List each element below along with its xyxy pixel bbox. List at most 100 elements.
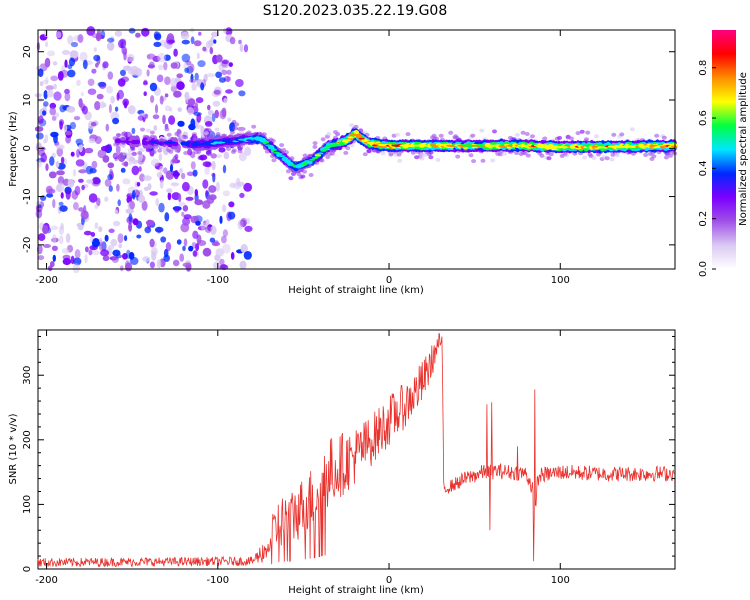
heatmap-cell	[236, 126, 246, 131]
heatmap-cell	[569, 136, 574, 141]
heatmap-cell	[218, 77, 226, 83]
heatmap-cell	[169, 164, 174, 173]
heatmap-cell	[212, 100, 221, 107]
heatmap-cell	[73, 116, 81, 121]
heatmap-cell	[45, 185, 53, 195]
heatmap-cell	[158, 202, 165, 213]
heatmap-cell	[118, 39, 127, 49]
heatmap-cell	[183, 142, 190, 145]
heatmap-cell	[448, 130, 454, 135]
heatmap-cell	[129, 200, 135, 210]
heatmap-cell	[155, 198, 159, 206]
heatmap-cell	[163, 254, 170, 262]
colorbar-tick-label: 0.6	[698, 110, 709, 126]
heatmap-cell	[135, 67, 143, 77]
y-tick-label: 0	[22, 566, 33, 572]
heatmap-cell	[279, 155, 286, 158]
heatmap-cell	[115, 254, 123, 259]
heatmap-cell	[151, 250, 157, 261]
heatmap-cell	[135, 32, 141, 38]
heatmap-cell	[95, 62, 99, 68]
heatmap-cell	[619, 132, 625, 137]
heatmap-cell	[210, 225, 217, 235]
colorbar-label: Normalized spectral amplitude	[738, 72, 749, 226]
heatmap-cell	[208, 194, 217, 201]
heatmap-cell	[67, 35, 74, 45]
heatmap-cell	[35, 132, 44, 140]
heatmap-cell	[96, 93, 104, 100]
heatmap-cell	[202, 46, 207, 52]
heatmap-cell	[106, 143, 112, 149]
heatmap-cell	[325, 155, 331, 160]
heatmap-cell	[149, 82, 158, 92]
heatmap-cell	[35, 142, 43, 151]
heatmap-cell	[197, 156, 203, 160]
heatmap-cell	[192, 169, 198, 177]
heatmap-cell	[45, 41, 49, 48]
heatmap-cell	[239, 192, 245, 198]
heatmap-cell	[306, 160, 313, 163]
heatmap-cell	[154, 226, 164, 233]
heatmap-cell	[88, 249, 93, 256]
heatmap-cell	[176, 129, 182, 134]
heatmap-cell	[173, 90, 182, 98]
heatmap-cell	[85, 246, 89, 253]
heatmap-cell	[226, 69, 232, 75]
heatmap-cell	[61, 50, 71, 55]
heatmap-cell	[300, 163, 308, 165]
heatmap-cell	[288, 176, 294, 181]
heatmap-cell	[207, 110, 214, 116]
heatmap-cell	[46, 193, 54, 198]
heatmap-cell	[167, 39, 176, 44]
heatmap-cell	[438, 133, 444, 138]
heatmap-cell	[117, 233, 124, 244]
heatmap-cell	[189, 78, 197, 83]
heatmap-cell	[57, 71, 64, 81]
x-tick-label: 100	[551, 275, 570, 286]
heatmap-cell	[611, 132, 617, 137]
heatmap-cell	[238, 39, 242, 45]
heatmap-cell	[115, 144, 121, 154]
heatmap-cell	[49, 107, 56, 116]
heatmap-cell	[143, 91, 147, 96]
heatmap-cell	[75, 138, 84, 145]
heatmap-cell	[222, 243, 231, 254]
heatmap-cell	[94, 204, 99, 209]
heatmap-cell	[67, 178, 75, 188]
heatmap-cell	[178, 202, 186, 207]
heatmap-cell	[240, 244, 248, 254]
heatmap-cell	[45, 85, 54, 91]
heatmap-cell	[57, 176, 65, 185]
heatmap-cell	[234, 122, 240, 127]
heatmap-cell	[164, 105, 171, 112]
heatmap-cell	[311, 157, 319, 159]
heatmap-cell	[182, 205, 189, 212]
heatmap-cell	[183, 214, 192, 220]
heatmap-cell	[149, 191, 158, 196]
heatmap-cell	[257, 137, 264, 140]
heatmap-cell	[98, 237, 103, 243]
heatmap-cell	[591, 155, 597, 160]
heatmap-cell	[116, 183, 120, 192]
heatmap-cell	[160, 236, 167, 243]
heatmap-cell	[39, 81, 44, 87]
heatmap-cell	[43, 90, 48, 100]
heatmap-cell	[122, 48, 128, 56]
heatmap-cell	[221, 235, 227, 244]
heatmap-cell	[149, 261, 155, 269]
heatmap-cell	[37, 255, 45, 261]
heatmap-cell	[105, 123, 110, 132]
heatmap-cell	[300, 174, 306, 179]
heatmap-cell	[216, 154, 222, 159]
heatmap-cell	[202, 161, 211, 168]
heatmap-cell	[205, 189, 209, 197]
heatmap-cell	[136, 182, 141, 187]
heatmap-cell	[131, 165, 140, 176]
heatmap-cell	[55, 161, 60, 168]
y-tick-label: 100	[22, 495, 33, 514]
heatmap-cell	[184, 67, 190, 74]
colorbar-ticks: 0.0 0.2 0.4 0.6 0.8	[698, 60, 716, 277]
heatmap-cell	[131, 127, 136, 135]
heatmap-cell	[150, 158, 160, 167]
